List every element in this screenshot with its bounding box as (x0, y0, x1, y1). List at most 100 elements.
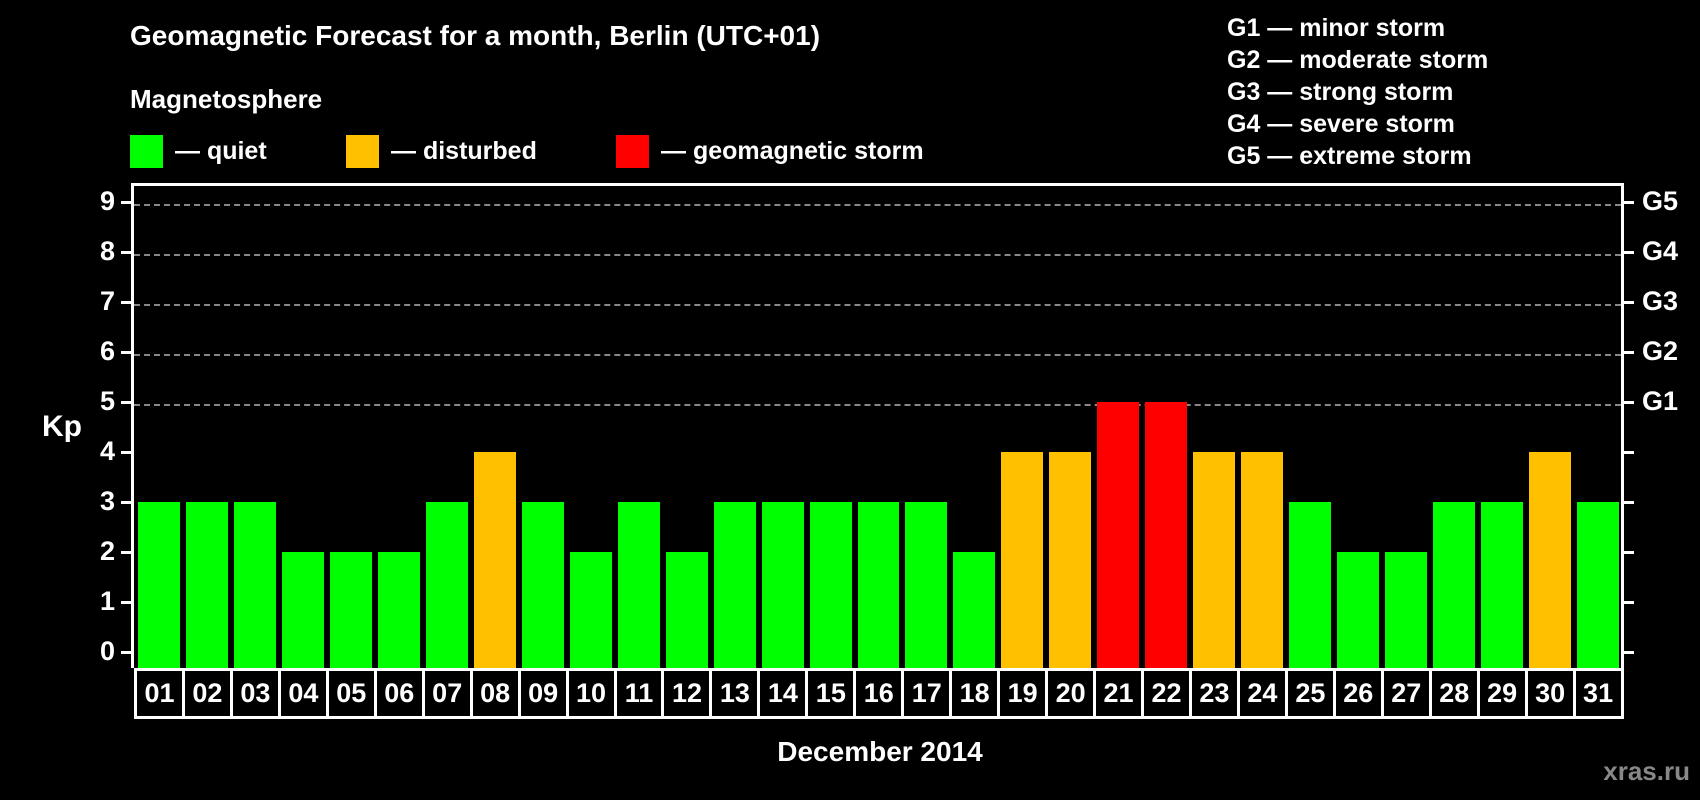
y-tick-label: 5 (99, 386, 115, 416)
bar-day-23 (1193, 452, 1236, 668)
legend-storm-label: — geomagnetic storm (661, 136, 924, 165)
y-tick-label: 6 (99, 336, 115, 366)
bar-day-14 (761, 502, 804, 668)
x-axis-day-labels: 01 02 03 04 05 06 07 08 09 10 11 12 13 14 15 16 17 18 19 20… (134, 668, 1624, 719)
x-tick-label: 25 (1287, 671, 1336, 719)
y-tick-right (1624, 401, 1634, 404)
g2-legend: G2 — moderate storm (1227, 46, 1489, 74)
y-tick-label: 7 (99, 286, 115, 316)
bar-day-09 (521, 502, 564, 668)
x-tick-label: 09 (520, 671, 569, 719)
g-scale-label: G5 (1642, 186, 1679, 216)
bar-day-31 (1577, 502, 1619, 668)
x-tick-label: 07 (424, 671, 473, 719)
x-tick-label: 08 (472, 671, 521, 719)
y-tick-right (1624, 201, 1634, 204)
x-tick-label: 20 (1048, 671, 1097, 719)
legend-quiet: — quiet (130, 134, 267, 168)
y-tick (121, 301, 131, 304)
bar-day-17 (905, 502, 948, 668)
x-tick-label: 28 (1431, 671, 1480, 719)
gridline (134, 404, 1621, 406)
g4-legend: G4 — severe storm (1227, 110, 1455, 138)
bar-day-01 (138, 502, 180, 668)
x-tick-label: 18 (952, 671, 1001, 719)
x-tick-label: 06 (376, 671, 425, 719)
y-tick-label: 4 (99, 436, 115, 466)
g1-legend: G1 — minor storm (1227, 14, 1446, 42)
disturbed-swatch (346, 134, 379, 168)
y-tick (121, 201, 131, 204)
bar-day-29 (1481, 502, 1524, 668)
gridline (134, 254, 1621, 256)
bar-day-21 (1097, 402, 1140, 668)
y-tick-right (1624, 651, 1634, 654)
bar-day-08 (473, 452, 516, 668)
gridline (134, 354, 1621, 356)
g-scale-label: G4 (1642, 236, 1679, 266)
x-tick-label: 10 (568, 671, 617, 719)
x-tick-label: 14 (760, 671, 809, 719)
x-tick-label: 22 (1144, 671, 1192, 719)
x-tick-label: 05 (328, 671, 377, 719)
y-tick (121, 401, 131, 404)
legend-storm: — geomagnetic storm (616, 134, 924, 168)
y-tick (121, 601, 131, 604)
bar-day-15 (809, 502, 852, 668)
quiet-swatch (130, 134, 163, 168)
bar-day-28 (1433, 502, 1476, 668)
y-tick-label: 9 (99, 186, 115, 216)
x-tick-label: 11 (616, 671, 665, 719)
watermark: xras.ru (1603, 756, 1690, 786)
bar-day-16 (857, 502, 900, 668)
y-tick (121, 501, 131, 504)
bar-day-03 (233, 502, 276, 668)
y-tick (121, 251, 131, 254)
y-tick-right (1624, 501, 1634, 504)
g-scale-label: G3 (1642, 286, 1679, 316)
x-tick-label: 15 (808, 671, 857, 719)
gridline (134, 204, 1621, 206)
x-tick-label: 02 (184, 671, 233, 719)
x-tick-label: 17 (904, 671, 953, 719)
y-tick (121, 351, 131, 354)
gridline (134, 304, 1621, 306)
chart-title: Geomagnetic Forecast for a month, Berlin… (130, 20, 821, 51)
bar-day-12 (665, 552, 708, 668)
x-tick-label: 12 (664, 671, 713, 719)
bar-day-05 (329, 552, 372, 668)
g-scale-label: G1 (1642, 386, 1679, 416)
x-tick-label: 03 (232, 671, 281, 719)
x-tick-label: 04 (280, 671, 329, 719)
y-axis-label: Kp (42, 410, 82, 443)
g-scale-label: G2 (1642, 336, 1679, 366)
y-tick-right (1624, 551, 1634, 554)
y-tick-label: 2 (99, 536, 115, 566)
bar-day-02 (185, 502, 228, 668)
y-tick (121, 651, 131, 654)
y-tick-label: 8 (99, 236, 115, 266)
x-tick-label: 13 (712, 671, 761, 719)
g3-legend: G3 — strong storm (1227, 78, 1454, 106)
bar-day-30 (1529, 452, 1572, 668)
x-tick-label: 30 (1527, 671, 1576, 719)
bar-day-04 (281, 552, 324, 668)
g-scale-legend: G1 — minor storm G2 — moderate storm G3 … (1227, 12, 1488, 172)
x-tick-label: 24 (1239, 671, 1288, 719)
y-tick (121, 551, 131, 554)
x-tick-label: 26 (1335, 671, 1384, 719)
bar-day-18 (953, 552, 996, 668)
bar-day-10 (569, 552, 612, 668)
bar-day-06 (377, 552, 420, 668)
x-tick-label: 16 (856, 671, 905, 719)
y-tick-label: 0 (99, 636, 115, 666)
y-tick-label: 1 (99, 586, 115, 616)
legend-disturbed-label: — disturbed (391, 136, 537, 165)
x-tick-label: 31 (1575, 671, 1624, 719)
plot-area (131, 183, 1624, 668)
bar-day-13 (713, 502, 756, 668)
bar-day-11 (617, 502, 660, 668)
y-tick-right (1624, 601, 1634, 604)
y-tick-right (1624, 351, 1634, 354)
x-axis-label: December 2014 (777, 736, 983, 767)
